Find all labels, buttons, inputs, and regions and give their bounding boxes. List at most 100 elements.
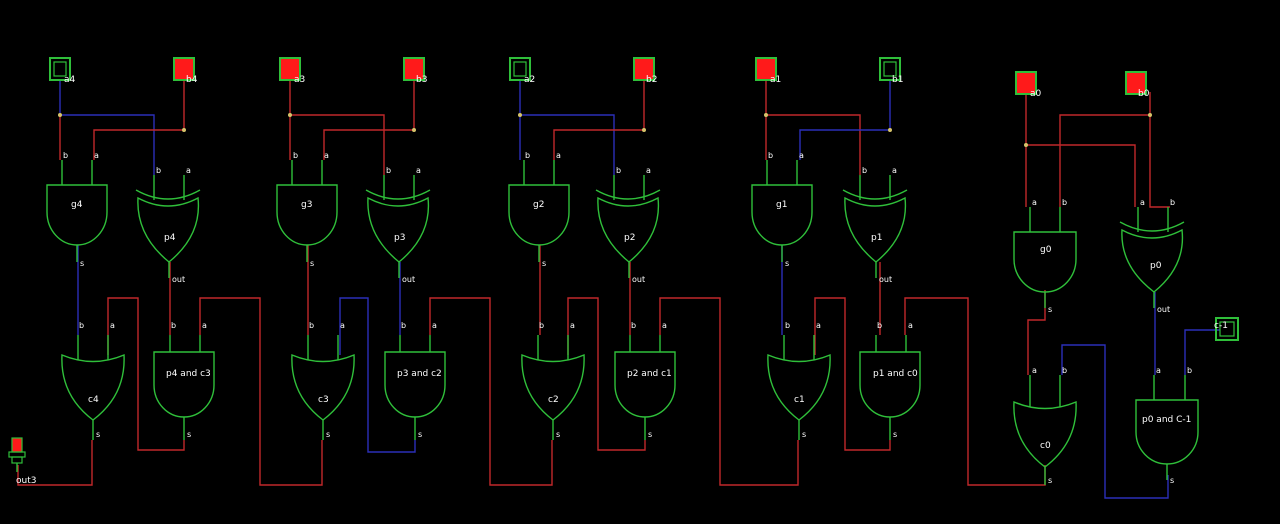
pin-label: a — [416, 166, 421, 175]
gate-label: c3 — [318, 395, 329, 405]
input-label: b3 — [416, 75, 427, 85]
pin-label: b — [785, 321, 790, 330]
input-label: a4 — [64, 75, 76, 85]
pin-label: s — [542, 259, 546, 268]
pin-label: a — [324, 151, 329, 160]
pin-label: b — [401, 321, 406, 330]
pin-label: a — [1032, 366, 1037, 375]
xor-gate-p0[interactable]: p0 a b out — [1119, 198, 1185, 314]
gate-label: g0 — [1040, 245, 1052, 255]
gate-label: p2 and c1 — [627, 369, 672, 379]
and-gate-g2[interactable]: g2 b a s — [508, 151, 570, 268]
pin-label: s — [80, 259, 84, 268]
pin-label: a — [432, 321, 437, 330]
and-gate-p2-and-c1[interactable]: p2 and c1 b a s — [614, 321, 676, 440]
and-gate-p1-and-c0[interactable]: p1 and c0 b a s — [859, 321, 921, 440]
pin-label: out — [632, 275, 645, 284]
pin-label: b — [63, 151, 68, 160]
input-label: b2 — [646, 75, 657, 85]
pin-label: a — [186, 166, 191, 175]
input-label: b4 — [186, 75, 198, 85]
pin-label: a — [570, 321, 575, 330]
pin-label: a — [908, 321, 913, 330]
gate-label: p4 and c3 — [166, 369, 211, 379]
gate-label: g4 — [71, 200, 83, 210]
input-label: a3 — [294, 75, 305, 85]
input-switch-b0[interactable]: b0 — [1125, 71, 1150, 99]
input-switch-b3[interactable]: b3 — [403, 57, 427, 85]
gate-label: p0 — [1150, 261, 1162, 271]
input-switch-c-1[interactable]: c-1 — [1214, 317, 1239, 341]
pin-label: out — [1157, 305, 1170, 314]
pin-label: a — [1032, 198, 1037, 207]
pin-label: b — [386, 166, 391, 175]
junctions — [58, 113, 1152, 147]
pin-label: a — [202, 321, 207, 330]
pin-label: out — [879, 275, 892, 284]
xor-gate-p1[interactable]: p1 b a out — [842, 166, 908, 284]
or-gate-c2[interactable]: c2 b a s — [521, 321, 585, 440]
pin-label: b — [1062, 366, 1067, 375]
and-gate-g3[interactable]: g3 b a s — [276, 151, 338, 268]
input-label: c-1 — [1214, 321, 1228, 331]
pin-label: s — [556, 430, 560, 439]
pin-label: a — [646, 166, 651, 175]
and-gate-p3-and-c2[interactable]: p3 and c2 b a s — [384, 321, 446, 440]
pin-label: s — [893, 430, 897, 439]
pin-label: s — [1048, 305, 1052, 314]
input-switch-a0[interactable]: a0 — [1015, 71, 1042, 99]
and-gate-p0-and-c-1[interactable]: p0 and C-1 a b s — [1135, 366, 1199, 485]
gate-label: p1 — [871, 233, 882, 243]
input-switch-a4[interactable]: a4 — [49, 57, 76, 85]
and-gate-p4-and-c3[interactable]: p4 and c3 b a s — [153, 321, 215, 440]
xor-gate-p3[interactable]: p3 b a out — [365, 166, 431, 284]
or-gate-c0[interactable]: c0 a b s — [1013, 366, 1077, 485]
and-gate-g4[interactable]: g4 b a s — [46, 151, 108, 268]
or-gate-c4[interactable]: c4 b a s — [61, 321, 125, 440]
input-switch-a3[interactable]: a3 — [279, 57, 305, 85]
pin-label: s — [418, 430, 422, 439]
output-led-out3: out3 — [8, 437, 36, 486]
pin-label: b — [1187, 366, 1192, 375]
xor-gate-p4[interactable]: p4 b a out — [135, 166, 201, 284]
pin-label: a — [1140, 198, 1145, 207]
gate-label: g1 — [776, 200, 787, 210]
pin-label: b — [768, 151, 773, 160]
pin-label: b — [525, 151, 530, 160]
gate-label: p4 — [164, 233, 176, 243]
and-gate-g1[interactable]: g1 b a s — [751, 151, 813, 268]
gate-label: p1 and c0 — [873, 369, 918, 379]
pin-label: a — [892, 166, 897, 175]
pin-label: a — [556, 151, 561, 160]
pin-label: b — [309, 321, 314, 330]
input-label: a2 — [524, 75, 535, 85]
gate-label: c0 — [1040, 441, 1051, 451]
xor-gate-p2[interactable]: p2 b a out — [595, 166, 661, 284]
gate-label: p0 and C-1 — [1142, 415, 1191, 425]
and-gate-g0[interactable]: g0 a b s — [1013, 198, 1077, 314]
input-switch-b1[interactable]: b1 — [879, 57, 903, 85]
pin-label: a — [94, 151, 99, 160]
pin-label: s — [648, 430, 652, 439]
input-switch-a1[interactable]: a1 — [755, 57, 781, 85]
pin-label: b — [877, 321, 882, 330]
pin-label: out — [172, 275, 185, 284]
pin-label: a — [340, 321, 345, 330]
input-switch-b2[interactable]: b2 — [633, 57, 657, 85]
wires — [17, 80, 1220, 499]
pin-label: b — [171, 321, 176, 330]
input-switch-b4[interactable]: b4 — [173, 57, 198, 85]
pin-label: s — [1048, 476, 1052, 485]
pin-label: b — [616, 166, 621, 175]
pin-label: b — [156, 166, 161, 175]
pin-label: s — [96, 430, 100, 439]
or-gate-c3[interactable]: c3 b a s — [291, 321, 355, 440]
pin-label: a — [662, 321, 667, 330]
pin-label: b — [862, 166, 867, 175]
input-switch-a2[interactable]: a2 — [509, 57, 535, 85]
gate-label: p3 — [394, 233, 405, 243]
pin-label: a — [799, 151, 804, 160]
pin-label: s — [1170, 476, 1174, 485]
output-label: out3 — [16, 476, 36, 486]
or-gate-c1[interactable]: c1 b a s — [767, 321, 831, 440]
